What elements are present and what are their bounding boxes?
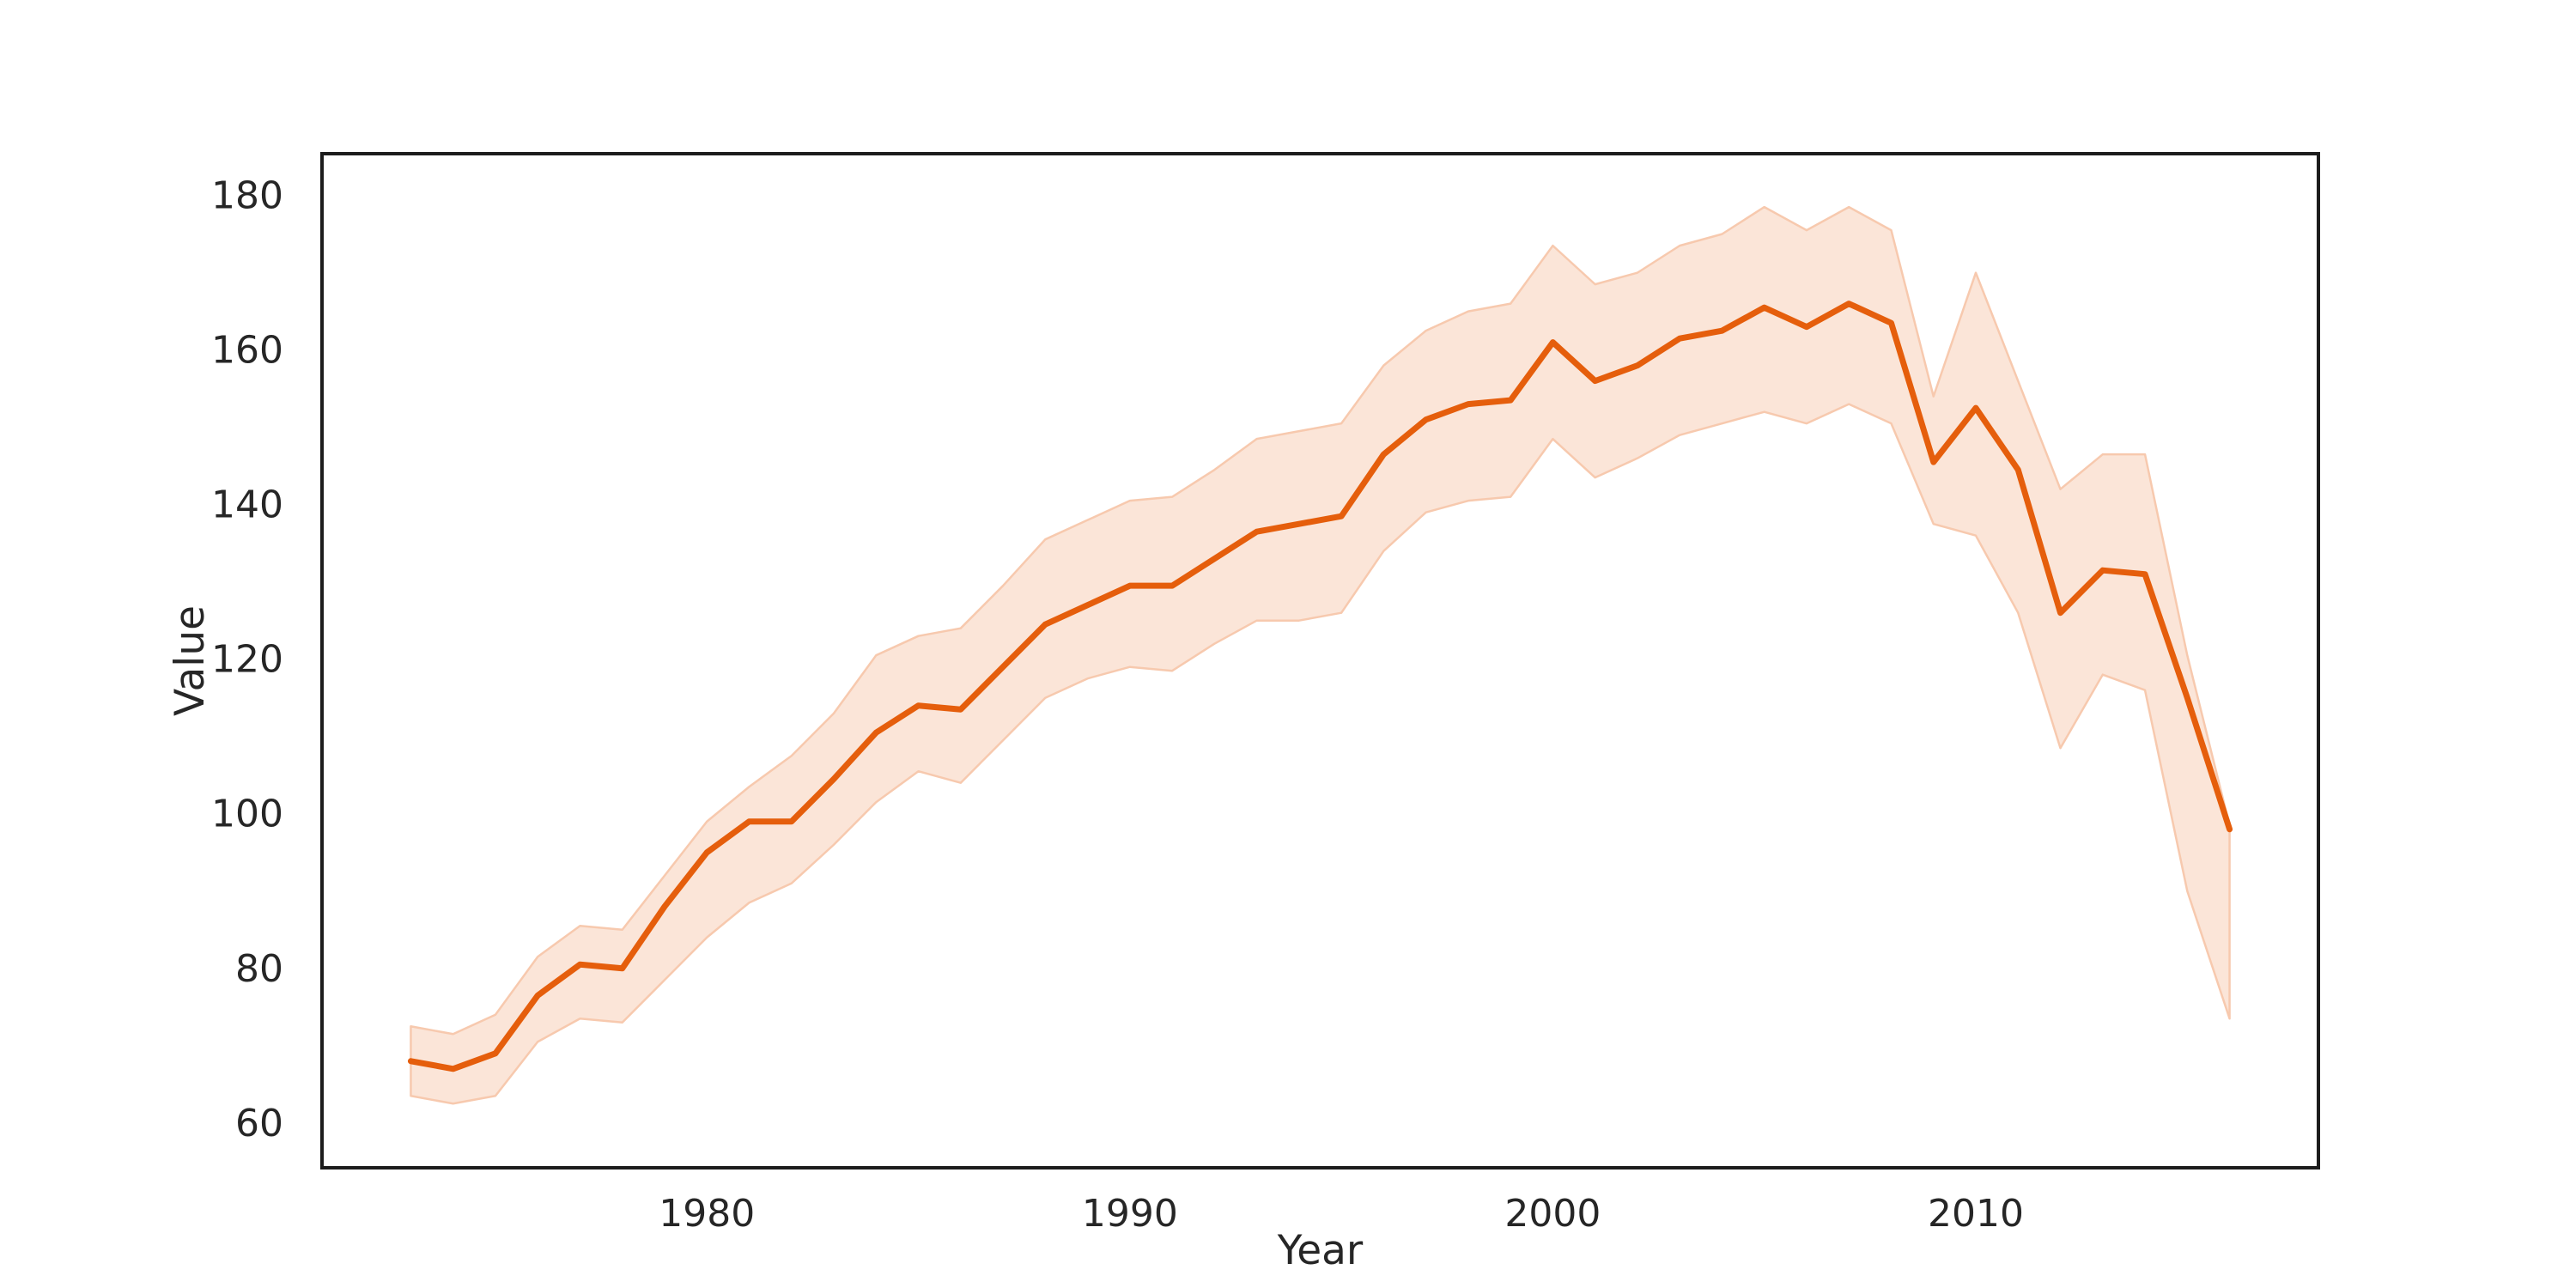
y-tick-label: 140 xyxy=(211,483,283,527)
y-tick-label: 160 xyxy=(211,329,283,373)
mean-line xyxy=(407,301,2233,1072)
x-tick-label: 1980 xyxy=(659,1192,755,1236)
x-tick-label: 1990 xyxy=(1082,1192,1178,1236)
y-axis-label: Value xyxy=(167,605,214,716)
y-axis-ticks: 60 80 100 120 140 160 180 xyxy=(211,174,283,1145)
y-tick-label: 120 xyxy=(211,638,283,682)
y-tick-label: 180 xyxy=(211,174,283,218)
y-tick-label: 60 xyxy=(235,1102,283,1145)
x-axis-ticks: 1980 1990 2000 2010 xyxy=(659,1192,2024,1236)
y-tick-label: 80 xyxy=(235,947,283,991)
x-axis-label: Year xyxy=(1277,1227,1364,1274)
x-tick-label: 2000 xyxy=(1504,1192,1601,1236)
x-tick-label: 2010 xyxy=(1928,1192,2024,1236)
y-tick-label: 100 xyxy=(211,793,283,836)
confidence-band xyxy=(410,205,2231,1105)
plot-area-frame xyxy=(320,152,2320,1170)
